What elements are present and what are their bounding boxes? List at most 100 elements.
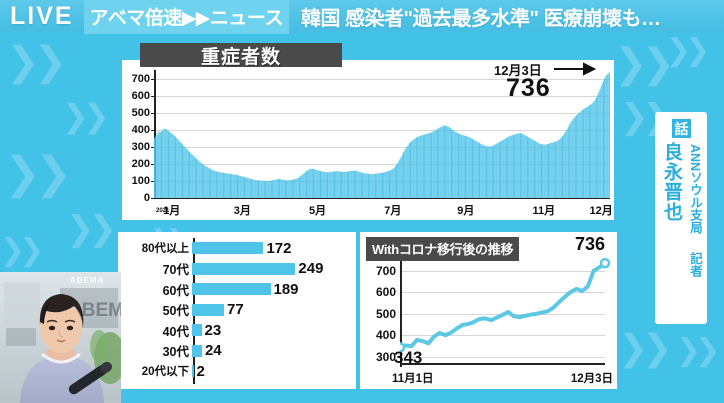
y-axis-tick-label: 700 bbox=[375, 263, 396, 278]
with-corona-start-value: 343 bbox=[394, 348, 423, 367]
program-tag: アベマ倍速▶▶ニュース bbox=[83, 0, 289, 34]
severe-cases-bars bbox=[154, 72, 610, 198]
age-bar-category-label: 70代 bbox=[162, 263, 189, 277]
peak-annotation-value: 736 bbox=[506, 74, 551, 102]
x-axis-tick-label: 3月 bbox=[233, 205, 251, 217]
age-bar-category-label: 60代 bbox=[162, 283, 189, 298]
speaking-badge: 話 bbox=[672, 119, 691, 138]
age-bar-category-label: 40代 bbox=[162, 324, 189, 339]
gridline bbox=[400, 356, 605, 358]
chevron-decor-icon: ❯❯ bbox=[666, 34, 710, 67]
x-axis-tick-label: 1月 bbox=[163, 205, 181, 217]
svg-text:ABEMA: ABEMA bbox=[70, 276, 104, 285]
age-bar-category-label: 30代 bbox=[162, 345, 189, 359]
gridline bbox=[400, 270, 605, 272]
y-axis-tick-label: 600 bbox=[131, 89, 150, 102]
y-axis-tick-label: 500 bbox=[131, 106, 150, 119]
age-bar-category-label: 50代 bbox=[162, 304, 189, 318]
y-axis-tick bbox=[151, 146, 154, 148]
gridline bbox=[154, 95, 610, 97]
age-bar-category-label: 80代以上 bbox=[141, 243, 189, 255]
x-axis-tick-label: 5月 bbox=[309, 205, 327, 217]
gridline bbox=[154, 163, 610, 165]
peak-annotation-date: 12月3日 bbox=[494, 63, 542, 78]
y-axis-tick bbox=[151, 129, 154, 131]
y-axis-tick-label: 0 bbox=[143, 192, 150, 204]
x-axis-tick-label: 7月 bbox=[384, 205, 402, 217]
y-axis-tick-label: 700 bbox=[131, 72, 150, 85]
age-bar-row: 50代 77 bbox=[118, 301, 356, 318]
reporter-organization: ANNソウル支局 bbox=[688, 144, 702, 234]
age-bar-row: 60代 189 bbox=[118, 280, 356, 298]
gridline bbox=[154, 129, 610, 131]
gridline bbox=[400, 335, 605, 337]
chevron-decor-icon: ❯❯ bbox=[614, 42, 675, 86]
reporter-role: 記者 bbox=[688, 252, 702, 277]
y-axis-tick bbox=[151, 180, 154, 182]
age-bar-value-label: 189 bbox=[273, 280, 299, 298]
anchor-photo: ABEM ABEMA bbox=[0, 272, 121, 403]
y-axis-tick-label: 500 bbox=[375, 306, 396, 321]
y-axis-tick bbox=[151, 78, 154, 80]
gridline bbox=[154, 146, 610, 148]
age-bar-row: 40代 23 bbox=[118, 322, 356, 339]
x-axis-tick-label: 11月1日 bbox=[392, 373, 434, 385]
x-axis-line bbox=[400, 363, 605, 365]
with-corona-end-value: 736 bbox=[574, 234, 605, 254]
chevron-decor-icon: ❯❯ bbox=[66, 210, 117, 248]
y-axis-tick bbox=[151, 112, 154, 114]
chevron-decor-icon: ❯❯ bbox=[0, 234, 44, 267]
chevron-decor-icon: ❯❯ bbox=[4, 149, 72, 198]
with-corona-chart-title: Withコロナ移行後の推移 bbox=[366, 237, 520, 261]
age-bar-value-label: 249 bbox=[298, 260, 324, 277]
gridline bbox=[400, 292, 605, 294]
chevron-decor-icon: ❯❯ bbox=[618, 327, 672, 368]
y-axis-line bbox=[154, 70, 156, 198]
reporter-name-card: 話 良永晋也 ANNソウル支局 記者 bbox=[655, 112, 707, 324]
age-bar-fill bbox=[192, 324, 202, 336]
y-axis-tick-label: 400 bbox=[375, 328, 396, 343]
x-axis-tick-label: 9月 bbox=[457, 205, 475, 217]
severe-cases-chart-title: 重症者数 bbox=[140, 43, 342, 68]
chevron-decor-icon: ❯❯ bbox=[62, 98, 110, 134]
age-bar-fill bbox=[192, 344, 202, 357]
y-axis-tick-label: 300 bbox=[375, 349, 396, 364]
age-bar-fill bbox=[192, 262, 296, 275]
with-corona-line bbox=[400, 257, 611, 353]
headline-bar: LIVE アベマ倍速▶▶ニュース 韓国 感染者"過去最多水準" 医療崩壊も… bbox=[0, 0, 724, 34]
x-axis-tick-label: 12月3日 bbox=[570, 373, 613, 385]
y-axis-tick-label: 200 bbox=[131, 157, 150, 170]
y-axis-tick-label: 100 bbox=[131, 174, 150, 187]
live-badge: LIVE bbox=[10, 2, 74, 30]
age-bar-fill bbox=[192, 303, 224, 316]
age-bar-fill bbox=[192, 365, 194, 377]
age-bar-fill bbox=[192, 242, 264, 254]
y-axis-line bbox=[400, 250, 402, 367]
age-bar-fill bbox=[192, 283, 271, 295]
x-axis-year-label: 2021 bbox=[156, 208, 170, 214]
y-axis-tick bbox=[151, 198, 154, 199]
age-bar-value-label: 2 bbox=[196, 362, 205, 380]
bottom-blue-strip bbox=[0, 387, 724, 403]
age-bar-row: 30代 24 bbox=[118, 342, 356, 359]
y-axis-tick bbox=[151, 95, 154, 97]
gridline bbox=[154, 198, 610, 199]
age-breakdown-chart-panel: 80代以上 172 70代 249 60代 189 50代 77 40代 23 30代 24 20代以下… bbox=[118, 232, 356, 389]
age-bar-value-label: 77 bbox=[226, 301, 244, 318]
y-axis-tick-label: 400 bbox=[131, 123, 150, 136]
chevron-decor-icon: ❯❯ bbox=[676, 334, 720, 367]
age-bar-row: 70代 249 bbox=[118, 260, 356, 277]
gridline bbox=[154, 112, 610, 114]
x-axis-tick-label: 11月 bbox=[532, 205, 556, 217]
age-bar-category-label: 20代以下 bbox=[141, 366, 189, 378]
with-corona-chart-panel: Withコロナ移行後の推移 736 343 300 400 500 600 700 11月… bbox=[360, 232, 617, 389]
age-bar-value-label: 172 bbox=[266, 239, 292, 257]
severe-cases-plot: 0 100 200 300 400 500 600 700 1月 3月 5月 7月 9月 11月 12月 20… bbox=[122, 60, 614, 220]
anchor-video-thumbnail: ABEM ABEMA bbox=[0, 272, 121, 403]
gridline bbox=[154, 78, 610, 80]
chevron-decor-icon: ❯❯ bbox=[6, 40, 67, 84]
annotation-arrow-icon bbox=[554, 62, 597, 76]
age-bar-row: 20代以下 2 bbox=[118, 362, 356, 380]
y-axis-tick-label: 600 bbox=[375, 285, 396, 300]
